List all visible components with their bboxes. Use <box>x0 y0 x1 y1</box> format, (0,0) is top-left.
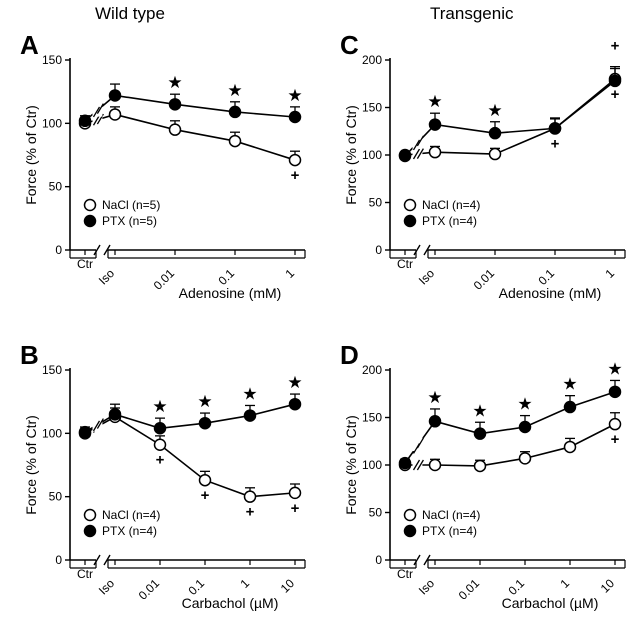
svg-text:1: 1 <box>282 266 297 281</box>
chart-a: 050100150Force (% of Ctr)CtrIso0.010.11A… <box>10 30 310 330</box>
svg-text:150: 150 <box>42 53 62 67</box>
svg-text:100: 100 <box>362 148 382 162</box>
svg-text:0.01: 0.01 <box>471 266 498 293</box>
svg-text:Carbachol (µM): Carbachol (µM) <box>182 595 279 611</box>
svg-text:10: 10 <box>598 576 618 596</box>
svg-text:1: 1 <box>557 576 572 591</box>
svg-text:★: ★ <box>167 73 182 92</box>
svg-text:50: 50 <box>369 506 383 520</box>
svg-text:50: 50 <box>49 180 63 194</box>
svg-text:Iso: Iso <box>96 576 117 597</box>
svg-text:PTX (n=4): PTX (n=4) <box>102 524 157 538</box>
chart-d: 050100150200Force (% of Ctr)CtrIso0.010.… <box>330 340 630 640</box>
panel-letter-c: C <box>340 30 359 61</box>
svg-text:Ctr: Ctr <box>77 257 93 271</box>
svg-text:★: ★ <box>287 373 302 392</box>
svg-text:Adenosine (mM): Adenosine (mM) <box>179 285 282 301</box>
svg-text:150: 150 <box>362 101 382 115</box>
svg-text:100: 100 <box>362 458 382 472</box>
svg-text:★: ★ <box>152 397 167 416</box>
svg-text:★: ★ <box>227 81 242 100</box>
svg-text:+: + <box>551 135 560 152</box>
panel-d: D 0 50 100 150 200 Force (% of Ctr) CtrIso 0.01… <box>330 340 630 630</box>
panel-b: B 050100150Force (% of Ctr)CtrIso0.010.1… <box>10 340 310 630</box>
svg-text:0: 0 <box>375 553 382 567</box>
svg-text:★: ★ <box>472 401 487 420</box>
svg-text:Ctr: Ctr <box>397 567 413 581</box>
svg-text:0: 0 <box>55 243 62 257</box>
svg-text:+: + <box>291 167 300 184</box>
panel-a: A 050100150Force (% of Ctr)CtrIso0.010.1… <box>10 30 310 320</box>
svg-text:NaCl (n=4): NaCl (n=4) <box>422 198 480 212</box>
svg-text:★: ★ <box>197 392 212 411</box>
svg-text:Iso: Iso <box>416 266 437 287</box>
svg-text:150: 150 <box>42 363 62 377</box>
svg-text:100: 100 <box>42 426 62 440</box>
panel-c: C 0 50 100 150 200 Force (% of Ctr) CtrIso 0.01… <box>330 30 630 320</box>
svg-text:200: 200 <box>362 363 382 377</box>
svg-text:1: 1 <box>602 266 617 281</box>
panel-letter-b: B <box>20 340 39 371</box>
svg-text:★: ★ <box>517 395 532 414</box>
svg-text:★: ★ <box>562 375 577 394</box>
svg-text:+: + <box>611 38 620 55</box>
column-title-wild-type: Wild type <box>95 4 165 24</box>
svg-text:★: ★ <box>242 384 257 403</box>
svg-text:0.01: 0.01 <box>151 266 178 293</box>
svg-text:0.01: 0.01 <box>136 576 163 603</box>
svg-text:★: ★ <box>487 101 502 120</box>
svg-text:★: ★ <box>427 92 442 111</box>
panel-letter-d: D <box>340 340 359 371</box>
chart-c: 050100150200Force (% of Ctr)CtrIso0.010.… <box>330 30 630 330</box>
panel-letter-a: A <box>20 30 39 61</box>
svg-text:100: 100 <box>42 116 62 130</box>
svg-text:Iso: Iso <box>96 266 117 287</box>
svg-text:+: + <box>611 431 620 448</box>
svg-text:+: + <box>156 452 165 469</box>
svg-text:Force (% of Ctr): Force (% of Ctr) <box>343 415 359 515</box>
svg-text:+: + <box>291 500 300 517</box>
svg-text:+: + <box>201 487 210 504</box>
svg-text:50: 50 <box>49 490 63 504</box>
svg-text:0: 0 <box>55 553 62 567</box>
svg-text:★: ★ <box>287 86 302 105</box>
svg-text:NaCl (n=5): NaCl (n=5) <box>102 198 160 212</box>
svg-text:10: 10 <box>278 576 298 596</box>
svg-text:+: + <box>246 504 255 521</box>
svg-text:NaCl (n=4): NaCl (n=4) <box>102 508 160 522</box>
svg-text:Ctr: Ctr <box>397 257 413 271</box>
svg-text:+: + <box>611 86 620 103</box>
svg-text:Force (% of Ctr): Force (% of Ctr) <box>23 415 39 515</box>
svg-text:PTX (n=4): PTX (n=4) <box>422 214 477 228</box>
svg-text:Force (% of Ctr): Force (% of Ctr) <box>23 105 39 205</box>
svg-text:150: 150 <box>362 411 382 425</box>
svg-text:NaCl (n=4): NaCl (n=4) <box>422 508 480 522</box>
svg-text:Ctr: Ctr <box>77 567 93 581</box>
chart-b: 050100150Force (% of Ctr)CtrIso0.010.111… <box>10 340 310 640</box>
svg-text:200: 200 <box>362 53 382 67</box>
svg-text:★: ★ <box>607 359 622 378</box>
svg-text:Carbachol (µM): Carbachol (µM) <box>502 595 599 611</box>
svg-text:0: 0 <box>375 243 382 257</box>
svg-text:Iso: Iso <box>416 576 437 597</box>
column-title-transgenic: Transgenic <box>430 4 513 24</box>
svg-text:★: ★ <box>427 388 442 407</box>
svg-text:Force (% of Ctr): Force (% of Ctr) <box>343 105 359 205</box>
svg-text:0.01: 0.01 <box>456 576 483 603</box>
svg-text:1: 1 <box>237 576 252 591</box>
svg-text:PTX (n=4): PTX (n=4) <box>422 524 477 538</box>
svg-text:PTX (n=5): PTX (n=5) <box>102 214 157 228</box>
svg-text:Adenosine (mM): Adenosine (mM) <box>499 285 602 301</box>
svg-text:50: 50 <box>369 196 383 210</box>
